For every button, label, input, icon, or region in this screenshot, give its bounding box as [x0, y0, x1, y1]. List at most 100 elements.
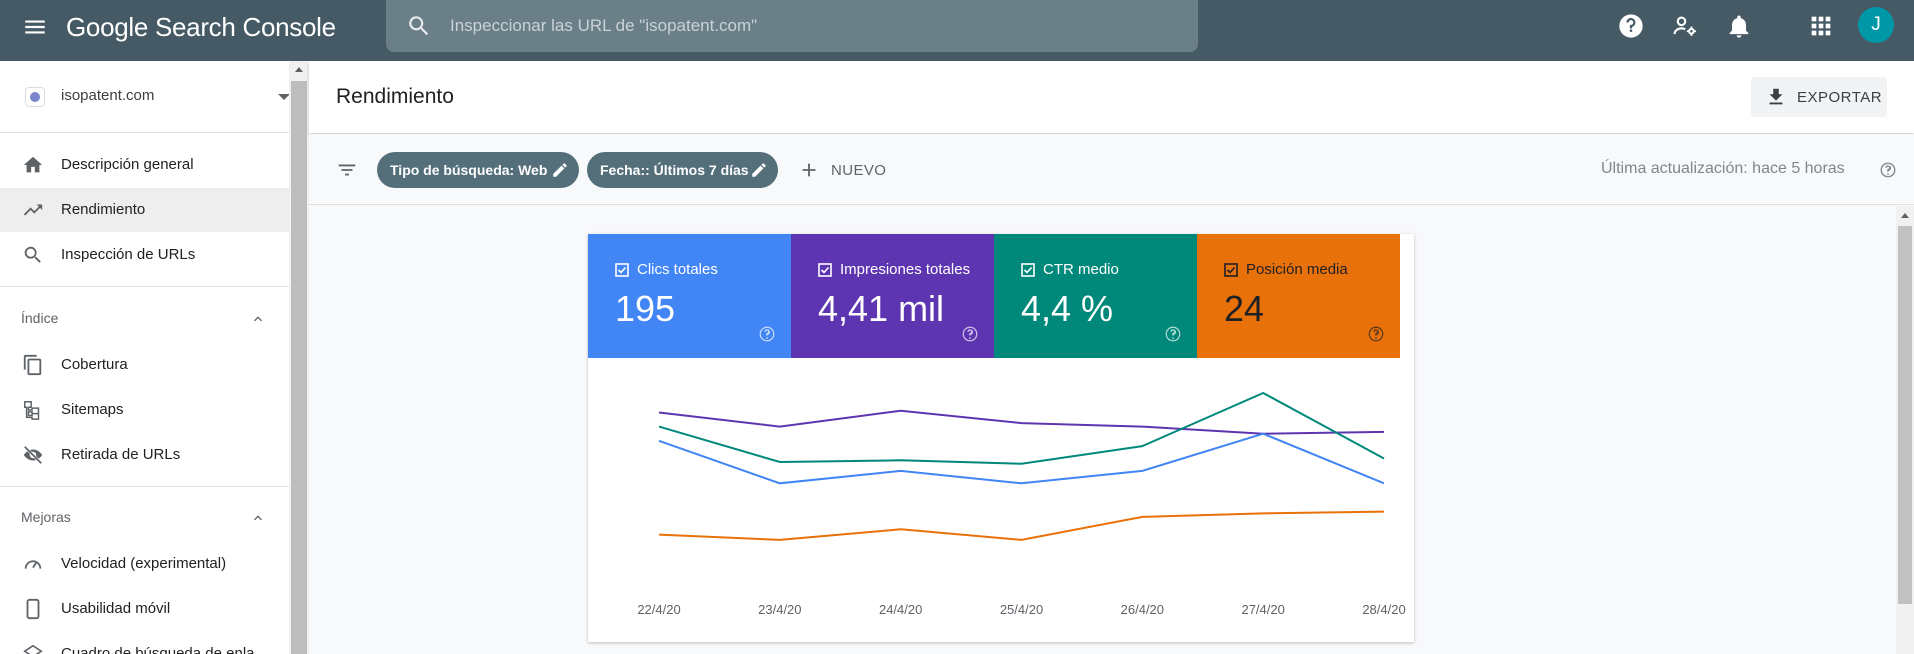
sidebar-item-label: Cobertura [61, 356, 128, 373]
sidebar-scrollbar-thumb[interactable] [291, 81, 307, 654]
checkbox-checked-icon[interactable] [1021, 263, 1035, 277]
metric-label: Clics totales [637, 261, 718, 278]
x-tick-label: 22/4/20 [637, 602, 680, 617]
date-filter-chip[interactable]: Fecha:: Últimos 7 días [587, 152, 778, 188]
performance-card: Clics totales 195 Impresiones totales 4,… [588, 234, 1414, 642]
performance-line-chart: 22/4/20 23/4/20 24/4/20 25/4/20 26/4/20 27/4/… [637, 391, 1406, 617]
help-outline-icon[interactable] [1164, 325, 1182, 343]
metric-label: Posición media [1246, 261, 1348, 278]
search-icon [24, 246, 41, 263]
last-update-text: Última actualización: hace 5 horas [1601, 160, 1845, 177]
x-tick-label: 27/4/20 [1241, 602, 1284, 617]
sidebar-item-sitelinks-searchbox[interactable]: Cuadro de búsqueda de enla... [0, 632, 289, 654]
metric-value: 4,4 % [1021, 288, 1114, 329]
chip-label: Fecha:: Últimos 7 días [600, 162, 749, 178]
scroll-up-arrow-icon[interactable] [295, 67, 303, 72]
metric-tile-total-clicks[interactable]: Clics totales 195 [588, 234, 791, 358]
sidebar-item-overview[interactable]: Descripción general [0, 143, 289, 187]
sidebar-item-label: Descripción general [61, 156, 194, 173]
sidebar-item-label: Retirada de URLs [61, 446, 181, 463]
help-outline-icon[interactable] [1879, 161, 1897, 179]
export-label: EXPORTAR [1797, 89, 1883, 106]
help-outline-icon[interactable] [1367, 325, 1385, 343]
search-icon[interactable] [406, 13, 432, 39]
sidebar-item-label: Inspección de URLs [61, 246, 196, 263]
export-button[interactable]: EXPORTAR [1751, 77, 1887, 117]
metric-tile-average-position[interactable]: Posición media 24 [1197, 234, 1400, 358]
smartphone-icon [26, 598, 40, 620]
sidebar-item-url-removal[interactable]: Retirada de URLs [0, 433, 289, 477]
main-scrollbar-thumb[interactable] [1898, 226, 1912, 604]
checkbox-checked-icon[interactable] [1224, 263, 1238, 277]
x-tick-label: 23/4/20 [758, 602, 801, 617]
sidebar-item-label: Cuadro de búsqueda de enla... [61, 645, 267, 654]
manage-users-icon[interactable] [1671, 12, 1699, 40]
sidebar-item-label: Usabilidad móvil [61, 600, 171, 617]
notifications-bell-icon[interactable] [1725, 12, 1753, 40]
speed-gauge-icon [24, 560, 42, 569]
search-type-filter-chip[interactable]: Tipo de búsqueda: Web [377, 152, 579, 188]
sidebar-scrollbar[interactable] [289, 61, 309, 654]
edit-pencil-icon[interactable] [551, 161, 569, 179]
app-title[interactable]: Google Search Console [66, 12, 336, 42]
chevron-up-icon[interactable] [250, 311, 266, 327]
metric-value: 4,41 mil [818, 288, 945, 329]
property-selector[interactable]: isopatent.com [0, 61, 309, 133]
filter-bar: Tipo de búsqueda: Web Fecha:: Últimos 7 … [309, 134, 1914, 205]
metric-label: Impresiones totales [840, 261, 971, 278]
home-icon [23, 156, 43, 173]
help-outline-icon[interactable] [758, 325, 776, 343]
globe-icon [25, 87, 45, 107]
url-inspection-input[interactable] [450, 0, 1170, 52]
trending-up-icon [23, 204, 43, 216]
edit-pencil-icon[interactable] [750, 161, 768, 179]
sidebar-item-speed[interactable]: Velocidad (experimental) [0, 542, 289, 586]
chip-label: Tipo de búsqueda: Web [390, 162, 548, 178]
sidebar-item-sitemaps[interactable]: Sitemaps [0, 388, 289, 432]
main-scrollbar[interactable] [1896, 206, 1914, 654]
series-line-2 [658, 432, 1385, 485]
layers-icon [23, 644, 43, 654]
sidebar-item-label: Velocidad (experimental) [61, 555, 227, 572]
metric-value: 195 [615, 288, 676, 329]
checkbox-checked-icon[interactable] [818, 263, 832, 277]
checkbox-checked-icon[interactable] [615, 263, 629, 277]
scroll-up-arrow-icon[interactable] [1901, 213, 1909, 218]
account-avatar[interactable]: J [1858, 7, 1894, 43]
chevron-up-icon[interactable] [250, 510, 266, 526]
top-app-bar: Google Search Console J [0, 0, 1914, 61]
divider [0, 486, 289, 487]
metric-tile-average-ctr[interactable]: CTR medio 4,4 % [994, 234, 1197, 358]
sidebar-item-mobile-usability[interactable]: Usabilidad móvil [0, 587, 289, 631]
sidebar-item-label: Rendimiento [61, 201, 146, 218]
series-line-1 [658, 391, 1385, 465]
help-outline-icon[interactable] [961, 325, 979, 343]
sitemap-icon [24, 401, 40, 420]
metric-tile-total-impressions[interactable]: Impresiones totales 4,41 mil [791, 234, 994, 358]
x-tick-label: 28/4/20 [1362, 602, 1405, 617]
sidebar-item-label: Sitemaps [61, 401, 124, 418]
help-icon[interactable] [1617, 12, 1645, 40]
download-icon [1769, 88, 1783, 105]
section-improvements-title[interactable]: Mejoras [21, 509, 71, 525]
page-header: Rendimiento EXPORTAR [309, 61, 1914, 133]
dropdown-caret-icon [278, 94, 290, 100]
section-index-title[interactable]: Índice [21, 310, 59, 326]
filter-list-icon[interactable] [336, 159, 358, 181]
metric-value: 24 [1224, 288, 1265, 329]
sidebar-item-url-inspection[interactable]: Inspección de URLs [0, 233, 289, 277]
sidebar-item-performance[interactable]: Rendimiento [0, 188, 289, 232]
url-inspection-search[interactable] [386, 0, 1198, 52]
series-line-0 [658, 409, 1385, 435]
series-line-3 [658, 510, 1385, 541]
x-tick-label: 25/4/20 [1000, 602, 1043, 617]
property-name: isopatent.com [61, 87, 155, 104]
divider [0, 286, 289, 287]
new-filter-label: NUEVO [831, 162, 887, 179]
hamburger-menu-icon[interactable] [22, 14, 48, 40]
sidebar-item-coverage[interactable]: Cobertura [0, 343, 289, 387]
hidden-eye-icon [23, 445, 43, 465]
apps-grid-icon[interactable] [1807, 12, 1835, 40]
x-tick-label: 26/4/20 [1121, 602, 1164, 617]
metric-label: CTR medio [1043, 261, 1119, 278]
